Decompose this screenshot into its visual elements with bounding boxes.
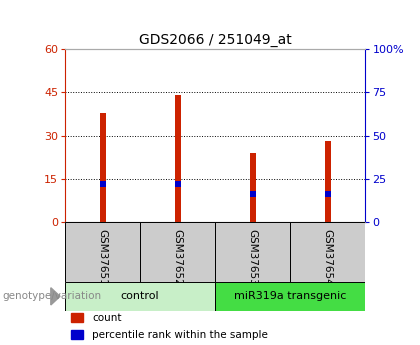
- Text: GSM37652: GSM37652: [173, 229, 183, 286]
- Bar: [100, 112, 106, 222]
- Title: GDS2066 / 251049_at: GDS2066 / 251049_at: [139, 33, 291, 47]
- Text: miR319a transgenic: miR319a transgenic: [234, 292, 346, 301]
- Text: GSM37653: GSM37653: [248, 229, 258, 286]
- Text: genotype/variation: genotype/variation: [2, 292, 101, 301]
- Point: [174, 181, 181, 187]
- Bar: [71, 313, 83, 322]
- Bar: [140, 222, 215, 282]
- Text: GSM37651: GSM37651: [97, 229, 108, 286]
- Text: GSM37654: GSM37654: [323, 229, 333, 286]
- Polygon shape: [51, 288, 60, 305]
- Bar: [290, 222, 365, 282]
- Bar: [175, 95, 181, 222]
- Bar: [71, 330, 83, 339]
- Text: count: count: [92, 313, 122, 323]
- Point: [99, 181, 106, 187]
- Bar: [65, 282, 215, 310]
- Bar: [215, 282, 365, 310]
- Text: control: control: [121, 292, 160, 301]
- Bar: [250, 153, 256, 222]
- Point: [249, 191, 256, 197]
- Bar: [65, 222, 140, 282]
- Bar: [215, 222, 290, 282]
- Bar: [325, 141, 331, 222]
- Point: [325, 191, 331, 197]
- Text: percentile rank within the sample: percentile rank within the sample: [92, 330, 268, 340]
